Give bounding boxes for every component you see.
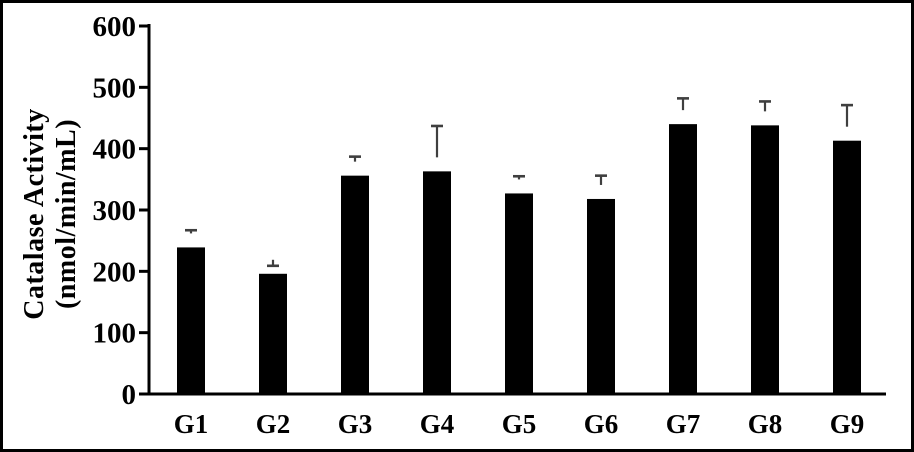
x-tick-label-g2: G2 bbox=[256, 409, 291, 439]
bar-g1 bbox=[177, 247, 205, 394]
y-tick-label: 100 bbox=[93, 318, 137, 350]
bar-g8 bbox=[751, 125, 779, 395]
bar-chart: 0 100 200 300 400 500 600 G1 G2 G3 G4 G5 G6 G7 G8 G9 bbox=[93, 11, 886, 439]
x-tick-label-g6: G6 bbox=[584, 409, 619, 439]
x-tick-label-g4: G4 bbox=[420, 409, 455, 439]
y-tick-label: 300 bbox=[93, 195, 137, 227]
y-tick-label: 600 bbox=[93, 11, 137, 43]
bar-g3 bbox=[341, 175, 369, 394]
bar-g9 bbox=[833, 140, 861, 394]
bar-g5 bbox=[505, 193, 533, 394]
bar-g6 bbox=[587, 198, 615, 394]
x-tick-label-g1: G1 bbox=[174, 409, 209, 439]
y-tick-label: 200 bbox=[93, 256, 137, 288]
x-tick-label-g3: G3 bbox=[338, 409, 373, 439]
y-tick-label: 400 bbox=[93, 134, 137, 166]
x-tick-label-g5: G5 bbox=[502, 409, 537, 439]
bar-g4 bbox=[423, 171, 451, 394]
x-tick-label-g8: G8 bbox=[748, 409, 783, 439]
y-tick-label: 0 bbox=[122, 379, 137, 411]
x-tick-label-g7: G7 bbox=[666, 409, 701, 439]
y-tick-label: 500 bbox=[93, 72, 137, 104]
bar-g2 bbox=[259, 273, 287, 394]
x-tick-label-g9: G9 bbox=[830, 409, 865, 439]
bar-g7 bbox=[669, 124, 697, 394]
